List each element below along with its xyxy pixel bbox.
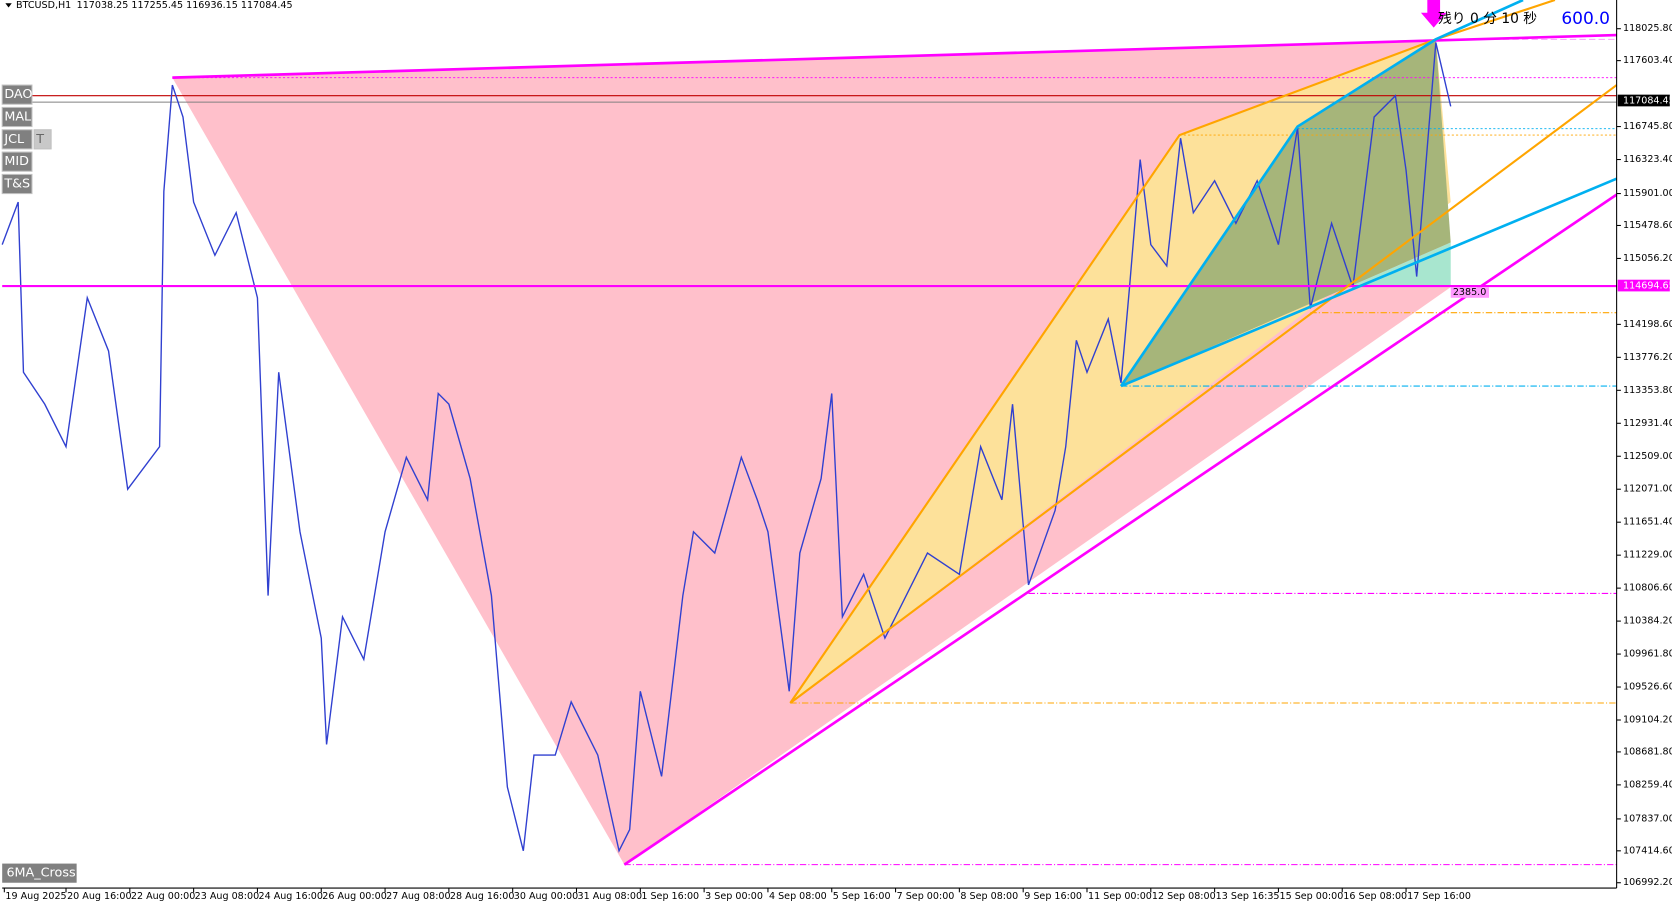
price-label: 113353.80 bbox=[1623, 385, 1672, 396]
symbol: BTCUSD,H1 bbox=[16, 0, 71, 11]
price-label: 116745.80 bbox=[1623, 121, 1672, 132]
time-label: 16 Sep 08:00 bbox=[1343, 891, 1407, 902]
button-label[interactable]: T bbox=[35, 132, 44, 147]
time-label: 5 Sep 16:00 bbox=[833, 891, 891, 902]
button-face[interactable] bbox=[1, 173, 33, 195]
toolbar-button[interactable]: T&S bbox=[1, 173, 33, 195]
button-label[interactable]: JCL bbox=[3, 132, 25, 147]
toolbar-button[interactable]: DAO bbox=[1, 84, 33, 105]
orange-channel bbox=[789, 84, 1618, 704]
green-zone bbox=[1121, 39, 1451, 387]
time-label: 1 Sep 16:00 bbox=[641, 891, 699, 902]
time-label: 19 Aug 2025 bbox=[5, 891, 66, 902]
blue-channel bbox=[1120, 177, 1618, 388]
time-label: 3 Sep 00:00 bbox=[705, 891, 763, 902]
time-label: 22 Aug 00:00 bbox=[131, 891, 195, 902]
price-label: 107837.00 bbox=[1623, 813, 1672, 824]
time-label: 7 Sep 00:00 bbox=[897, 891, 955, 902]
time-label: 26 Aug 00:00 bbox=[322, 891, 386, 902]
price-label: 109961.80 bbox=[1623, 649, 1672, 660]
price-label: 110806.60 bbox=[1623, 583, 1672, 594]
price-label: 107414.60 bbox=[1623, 845, 1672, 856]
button-face[interactable] bbox=[1, 84, 33, 105]
indicator-label: 6MA_Cross bbox=[6, 866, 76, 881]
upper-trendline bbox=[172, 33, 1617, 79]
lower-trendline bbox=[623, 193, 1618, 866]
button-face[interactable] bbox=[33, 129, 52, 150]
price-label: 113776.20 bbox=[1623, 352, 1672, 363]
menu-arrow[interactable] bbox=[5, 3, 12, 8]
button-face[interactable] bbox=[1, 151, 33, 172]
level-marker bbox=[1617, 279, 1670, 292]
price-label: 108259.40 bbox=[1623, 779, 1672, 790]
time-label: 20 Aug 16:00 bbox=[67, 891, 131, 902]
price-label: 106992.20 bbox=[1623, 877, 1672, 888]
bid-marker bbox=[1617, 94, 1670, 107]
blue-channel bbox=[1119, 0, 1524, 387]
price-label: 112071.00 bbox=[1623, 484, 1672, 495]
time-label: 11 Sep 00:00 bbox=[1088, 891, 1152, 902]
price-label: 111229.00 bbox=[1623, 550, 1672, 561]
button-label[interactable]: MAL bbox=[4, 109, 32, 124]
price-label: 114198.60 bbox=[1623, 319, 1672, 330]
time-label: 28 Aug 16:00 bbox=[450, 891, 514, 902]
toolbar-button[interactable]: JCL bbox=[1, 129, 33, 150]
price-label: 115478.60 bbox=[1623, 220, 1672, 231]
price-label: 118025.80 bbox=[1623, 23, 1672, 34]
time-label: 31 Aug 08:00 bbox=[578, 891, 642, 902]
time-label: 8 Sep 08:00 bbox=[960, 891, 1018, 902]
range-label: 2385.0 bbox=[1453, 287, 1486, 298]
button-face[interactable] bbox=[1, 129, 33, 150]
time-label: 15 Sep 00:00 bbox=[1279, 891, 1343, 902]
timer-value: 600.0 bbox=[1561, 9, 1610, 29]
level-label: 114694.65 bbox=[1623, 281, 1672, 292]
price-label: 108681.80 bbox=[1623, 746, 1672, 757]
price-path bbox=[1, 42, 1452, 853]
time-label: 12 Sep 08:00 bbox=[1152, 891, 1216, 902]
price-label: 117603.40 bbox=[1623, 55, 1672, 66]
button-label[interactable]: MID bbox=[4, 154, 29, 169]
range-box bbox=[1450, 287, 1490, 298]
indicator-box bbox=[2, 863, 77, 883]
price-label: 115901.00 bbox=[1623, 188, 1672, 199]
toolbar-button[interactable]: MID bbox=[1, 151, 33, 172]
price-label: 116323.40 bbox=[1623, 154, 1672, 165]
time-label: 9 Sep 16:00 bbox=[1024, 891, 1082, 902]
time-label: 4 Sep 08:00 bbox=[769, 891, 827, 902]
price-label: 109104.20 bbox=[1623, 715, 1672, 726]
toolbar-button[interactable]: MAL bbox=[1, 106, 33, 128]
time-label: 13 Sep 16:35 bbox=[1216, 891, 1280, 902]
button-label[interactable]: T&S bbox=[3, 176, 30, 191]
time-label: 24 Aug 16:00 bbox=[259, 891, 323, 902]
price-label: 110384.20 bbox=[1623, 616, 1672, 627]
time-label: 23 Aug 08:00 bbox=[195, 891, 259, 902]
price-label: 112931.40 bbox=[1623, 418, 1672, 429]
time-label: 27 Aug 08:00 bbox=[386, 891, 450, 902]
button-label[interactable]: DAO bbox=[4, 87, 32, 102]
timer-text: 残り 0 分 10 秒 bbox=[1438, 11, 1537, 27]
time-label: 17 Sep 16:00 bbox=[1407, 891, 1471, 902]
price-label: 111651.40 bbox=[1623, 517, 1672, 528]
time-label: 30 Aug 00:00 bbox=[514, 891, 578, 902]
bid-label: 117084.45 bbox=[1623, 96, 1672, 107]
toolbar-button[interactable]: T bbox=[33, 129, 52, 150]
ohlc: 117038.25 117255.45 116936.15 117084.45 bbox=[77, 0, 293, 11]
orange-channel bbox=[789, 0, 1556, 704]
button-face[interactable] bbox=[1, 106, 33, 128]
price-label: 109526.60 bbox=[1623, 682, 1672, 693]
price-label: 115056.20 bbox=[1623, 253, 1672, 264]
sell-arrow bbox=[1420, 0, 1447, 28]
price-label: 112509.00 bbox=[1623, 451, 1672, 462]
